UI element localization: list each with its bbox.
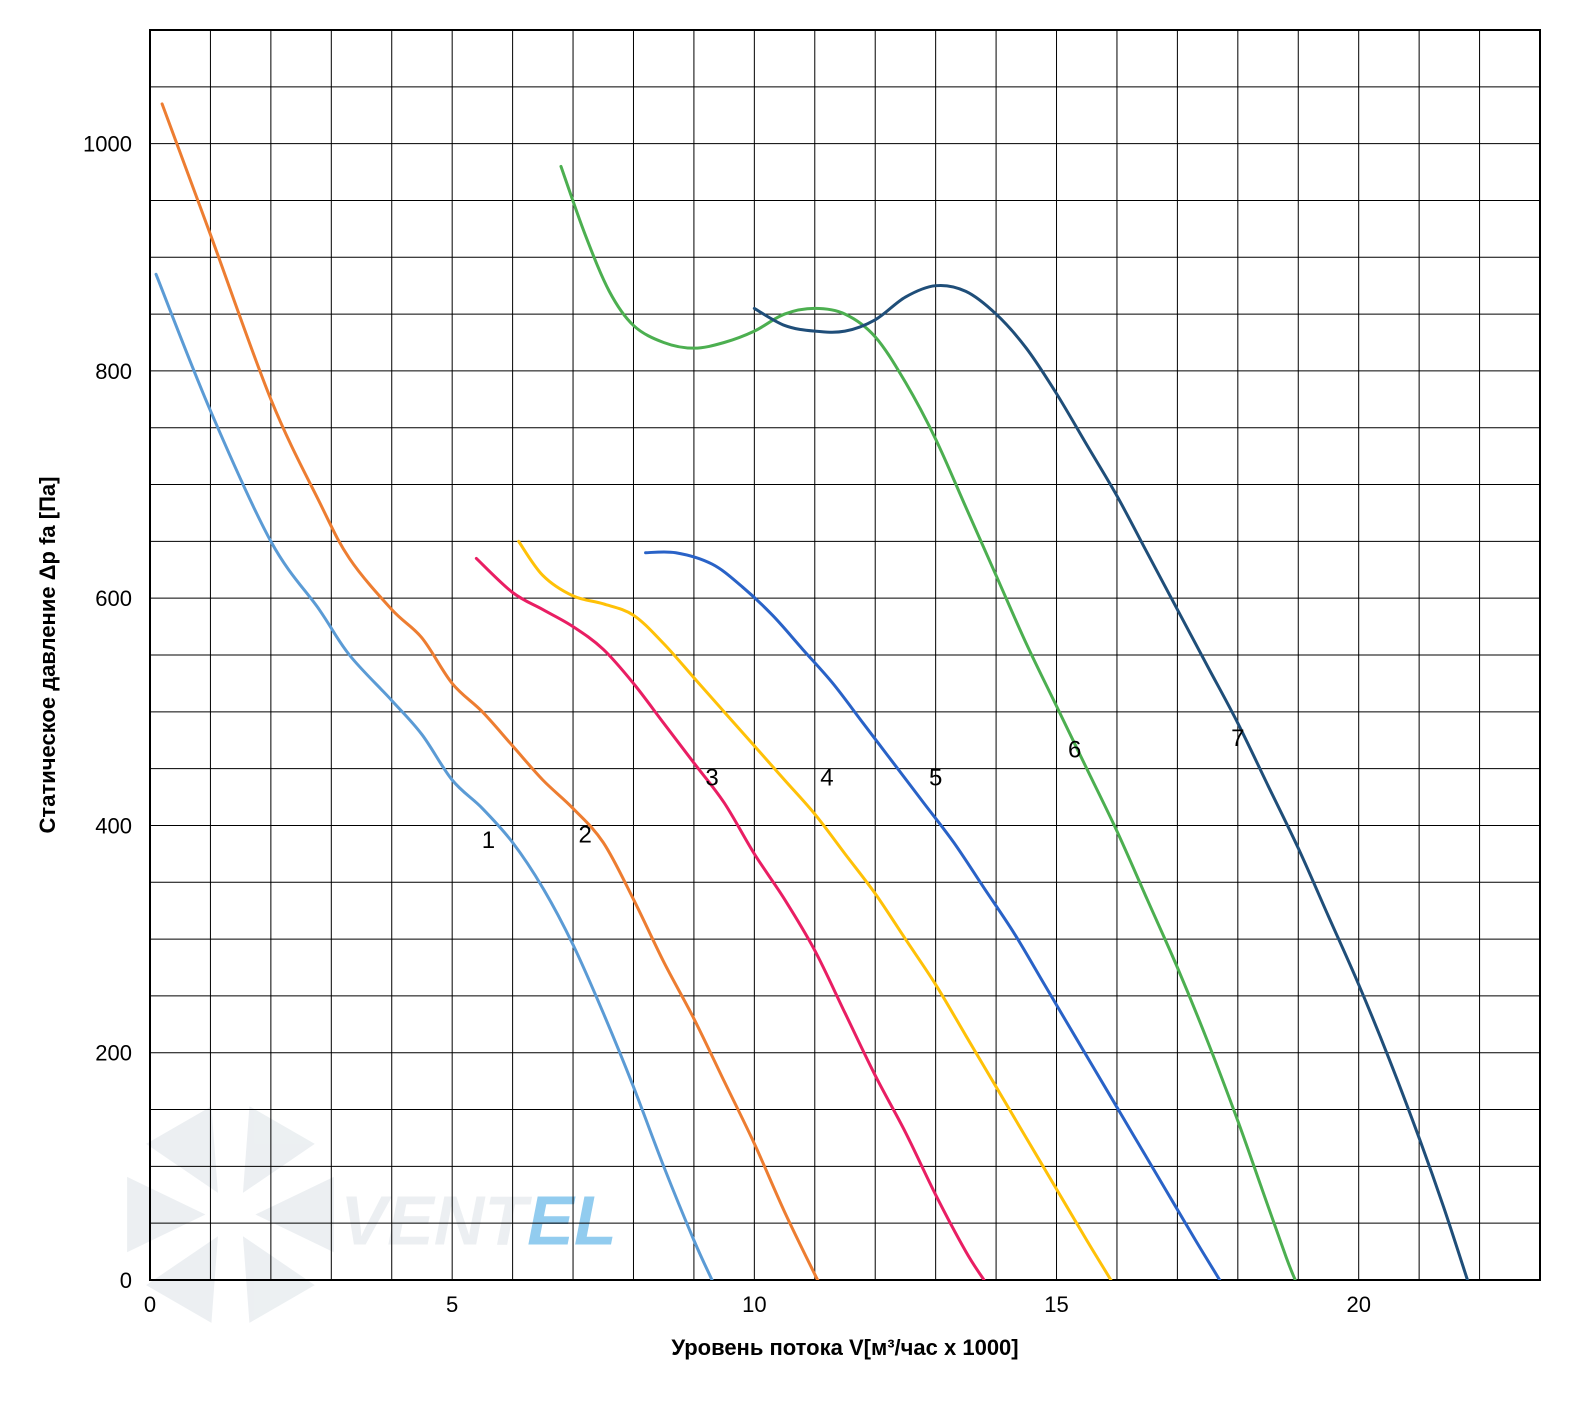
chart-bg xyxy=(0,0,1582,1418)
curve-label-5: 5 xyxy=(929,765,942,792)
y-tick-label: 0 xyxy=(120,1268,132,1293)
y-axis-label: Статическое давление Δp fа [Па] xyxy=(35,477,60,834)
curve-label-2: 2 xyxy=(578,822,591,849)
x-tick-label: 20 xyxy=(1346,1292,1370,1317)
x-tick-label: 0 xyxy=(144,1292,156,1317)
x-tick-label: 10 xyxy=(742,1292,766,1317)
chart-container: VENTEL0510152002004006008001000Уровень п… xyxy=(0,0,1582,1418)
curve-label-3: 3 xyxy=(705,765,718,792)
watermark-text: VENTEL xyxy=(340,1182,616,1260)
x-axis-label: Уровень потока V[м³/час x 1000] xyxy=(671,1335,1018,1360)
y-tick-label: 800 xyxy=(95,359,132,384)
fan-curve-chart: VENTEL0510152002004006008001000Уровень п… xyxy=(0,0,1582,1418)
y-tick-label: 200 xyxy=(95,1041,132,1066)
y-tick-label: 600 xyxy=(95,586,132,611)
x-tick-label: 5 xyxy=(446,1292,458,1317)
x-tick-label: 15 xyxy=(1044,1292,1068,1317)
curve-label-1: 1 xyxy=(482,827,495,854)
y-tick-label: 400 xyxy=(95,813,132,838)
curve-label-7: 7 xyxy=(1231,725,1244,752)
curve-label-6: 6 xyxy=(1068,736,1081,763)
curve-label-4: 4 xyxy=(820,765,833,792)
y-tick-label: 1000 xyxy=(83,132,132,157)
